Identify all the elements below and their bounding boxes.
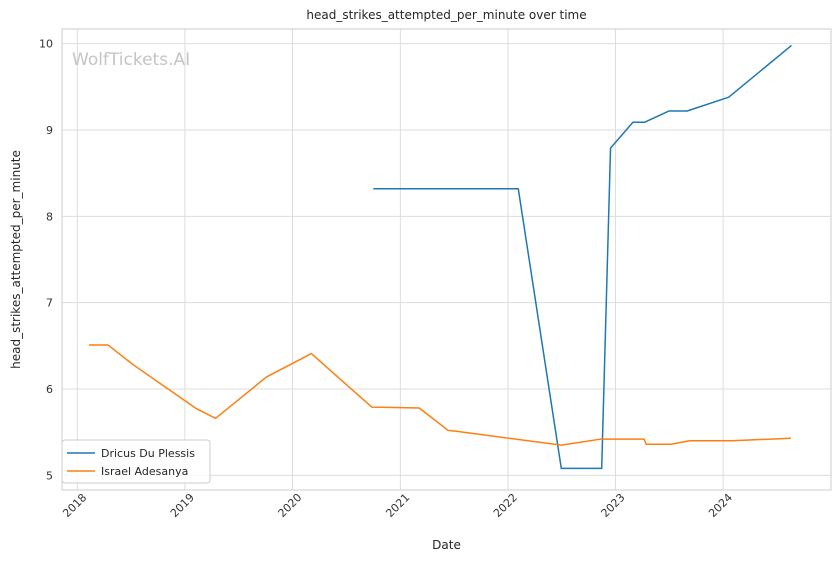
legend: Dricus Du Plessis Israel Adesanya [61,439,211,484]
y-tick-label: 8 [46,210,53,223]
plot-area-frame [61,28,832,491]
y-axis-ticks: 5 6 7 8 9 10 [39,38,53,483]
y-axis-title: head_strikes_attempted_per_minute [9,150,23,369]
series-line-1 [89,344,791,446]
y-tick-label: 6 [46,383,53,396]
legend-label-1: Israel Adesanya [101,465,188,478]
y-tick-label: 10 [39,38,53,51]
watermark-text: WolfTickets.AI [72,50,190,70]
legend-box [61,439,211,484]
y-tick-label: 5 [46,469,53,482]
series-lines [89,44,792,470]
y-tick-label: 7 [46,297,53,310]
series-line-0 [373,44,792,470]
chart-title: head_strikes_attempted_per_minute over t… [306,8,586,22]
y-tick-label: 9 [46,124,53,137]
x-axis-title: Date [432,538,461,552]
legend-label-0: Dricus Du Plessis [101,447,195,460]
